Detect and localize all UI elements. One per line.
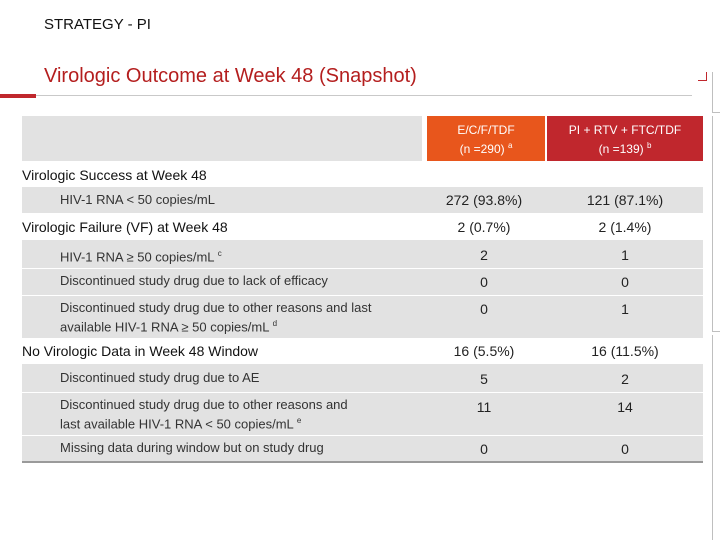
value-ecftdf: 0 xyxy=(480,301,488,317)
column-header-pi-rtv: PI + RTV + FTC/TDF (n =139) b xyxy=(547,116,703,161)
table-row: Discontinued study drug due to other rea… xyxy=(22,296,703,338)
title-accent-bar xyxy=(0,94,36,98)
column-header-ecftdf: E/C/F/TDF (n =290) a xyxy=(427,116,545,161)
row-label: Discontinued study drug due to other rea… xyxy=(60,397,348,432)
column-header-ecftdf-name: E/C/F/TDF xyxy=(457,123,515,137)
outcome-table: E/C/F/TDF (n =290) a PI + RTV + FTC/TDF … xyxy=(22,116,703,463)
column-header-ecftdf-n: (n =290) xyxy=(459,142,505,156)
row-label: Discontinued study drug due to AE xyxy=(60,370,260,385)
value-pi-rtv: 14 xyxy=(617,399,633,415)
column-header-pi-rtv-n-line: (n =139) b xyxy=(547,138,703,157)
value-pi-rtv: 0 xyxy=(621,274,629,290)
value-ecftdf: 16 (5.5%) xyxy=(453,343,515,359)
row-label: Missing data during window but on study … xyxy=(60,440,324,455)
right-edge-line-bottom xyxy=(712,335,713,540)
row-label-line-2-wrap: available HIV-1 RNA ≥ 50 copies/mL d xyxy=(60,316,371,335)
row-label: Discontinued study drug due to lack of e… xyxy=(60,273,328,288)
table-row: HIV-1 RNA < 50 copies/mL 272 (93.8%) 121… xyxy=(22,187,703,214)
table-row: Missing data during window but on study … xyxy=(22,436,703,461)
table-row: Discontinued study drug due to other rea… xyxy=(22,393,703,436)
row-label: HIV-1 RNA < 50 copies/mL xyxy=(60,192,215,207)
value-pi-rtv: 1 xyxy=(621,301,629,317)
slide-section-label: STRATEGY - PI xyxy=(44,16,151,33)
row-label: HIV-1 RNA ≥ 50 copies/mL c xyxy=(60,246,222,265)
right-edge-tick-1 xyxy=(712,112,720,113)
footnote-e: e xyxy=(296,416,302,425)
footnote-c: c xyxy=(217,249,222,258)
column-header-ecftdf-n-line: (n =290) a xyxy=(427,138,545,157)
footnote-a: a xyxy=(507,141,513,150)
section-label-failure: Virologic Failure (VF) at Week 48 xyxy=(22,219,228,235)
right-edge-line-mid xyxy=(712,116,713,331)
value-pi-rtv: 2 xyxy=(621,371,629,387)
column-header-pi-rtv-n: (n =139) xyxy=(598,142,644,156)
right-edge-line-top xyxy=(712,72,713,112)
footnote-d: d xyxy=(272,319,278,328)
table-row: No Virologic Data in Week 48 Window 16 (… xyxy=(22,338,703,364)
right-edge-tick-2 xyxy=(712,331,720,332)
row-label-line-2-wrap: last available HIV-1 RNA < 50 copies/mL … xyxy=(60,413,348,432)
value-pi-rtv: 121 (87.1%) xyxy=(586,192,664,208)
row-label-text: HIV-1 RNA ≥ 50 copies/mL xyxy=(60,249,215,265)
value-ecftdf: 2 xyxy=(480,247,488,263)
row-label-line-2: last available HIV-1 RNA < 50 copies/mL xyxy=(60,416,294,432)
table-row: HIV-1 RNA ≥ 50 copies/mL c 2 1 xyxy=(22,240,703,269)
value-ecftdf: 0 xyxy=(480,274,488,290)
table-row: Discontinued study drug due to lack of e… xyxy=(22,269,703,296)
row-label: Discontinued study drug due to other rea… xyxy=(60,300,371,335)
row-label-line-1: Discontinued study drug due to other rea… xyxy=(60,300,372,315)
title-rule xyxy=(36,95,692,96)
value-pi-rtv: 1 xyxy=(621,247,629,263)
value-ecftdf: 2 (0.7%) xyxy=(457,219,511,235)
corner-ornament xyxy=(698,72,707,81)
section-label-no-data: No Virologic Data in Week 48 Window xyxy=(22,343,259,359)
footnote-b: b xyxy=(646,141,652,150)
value-pi-rtv: 0 xyxy=(621,441,629,457)
table-row: Virologic Success at Week 48 xyxy=(22,161,703,187)
table-row: Virologic Failure (VF) at Week 48 2 (0.7… xyxy=(22,214,703,240)
slide-title: Virologic Outcome at Week 48 (Snapshot) xyxy=(44,65,417,87)
row-label-line-2: available HIV-1 RNA ≥ 50 copies/mL xyxy=(60,319,269,335)
row-label-line-1: Discontinued study drug due to other rea… xyxy=(60,397,348,412)
value-ecftdf: 5 xyxy=(480,371,488,387)
value-ecftdf: 11 xyxy=(476,399,492,415)
value-ecftdf: 272 (93.8%) xyxy=(445,192,523,208)
value-pi-rtv: 16 (11.5%) xyxy=(591,343,659,359)
value-pi-rtv: 2 (1.4%) xyxy=(598,219,652,235)
table-row: Discontinued study drug due to AE 5 2 xyxy=(22,364,703,393)
value-ecftdf: 0 xyxy=(480,441,488,457)
header-blank-cell xyxy=(22,116,422,161)
section-label-success: Virologic Success at Week 48 xyxy=(22,167,207,183)
table-bottom-rule xyxy=(22,461,703,463)
column-header-pi-rtv-name: PI + RTV + FTC/TDF xyxy=(568,123,682,137)
